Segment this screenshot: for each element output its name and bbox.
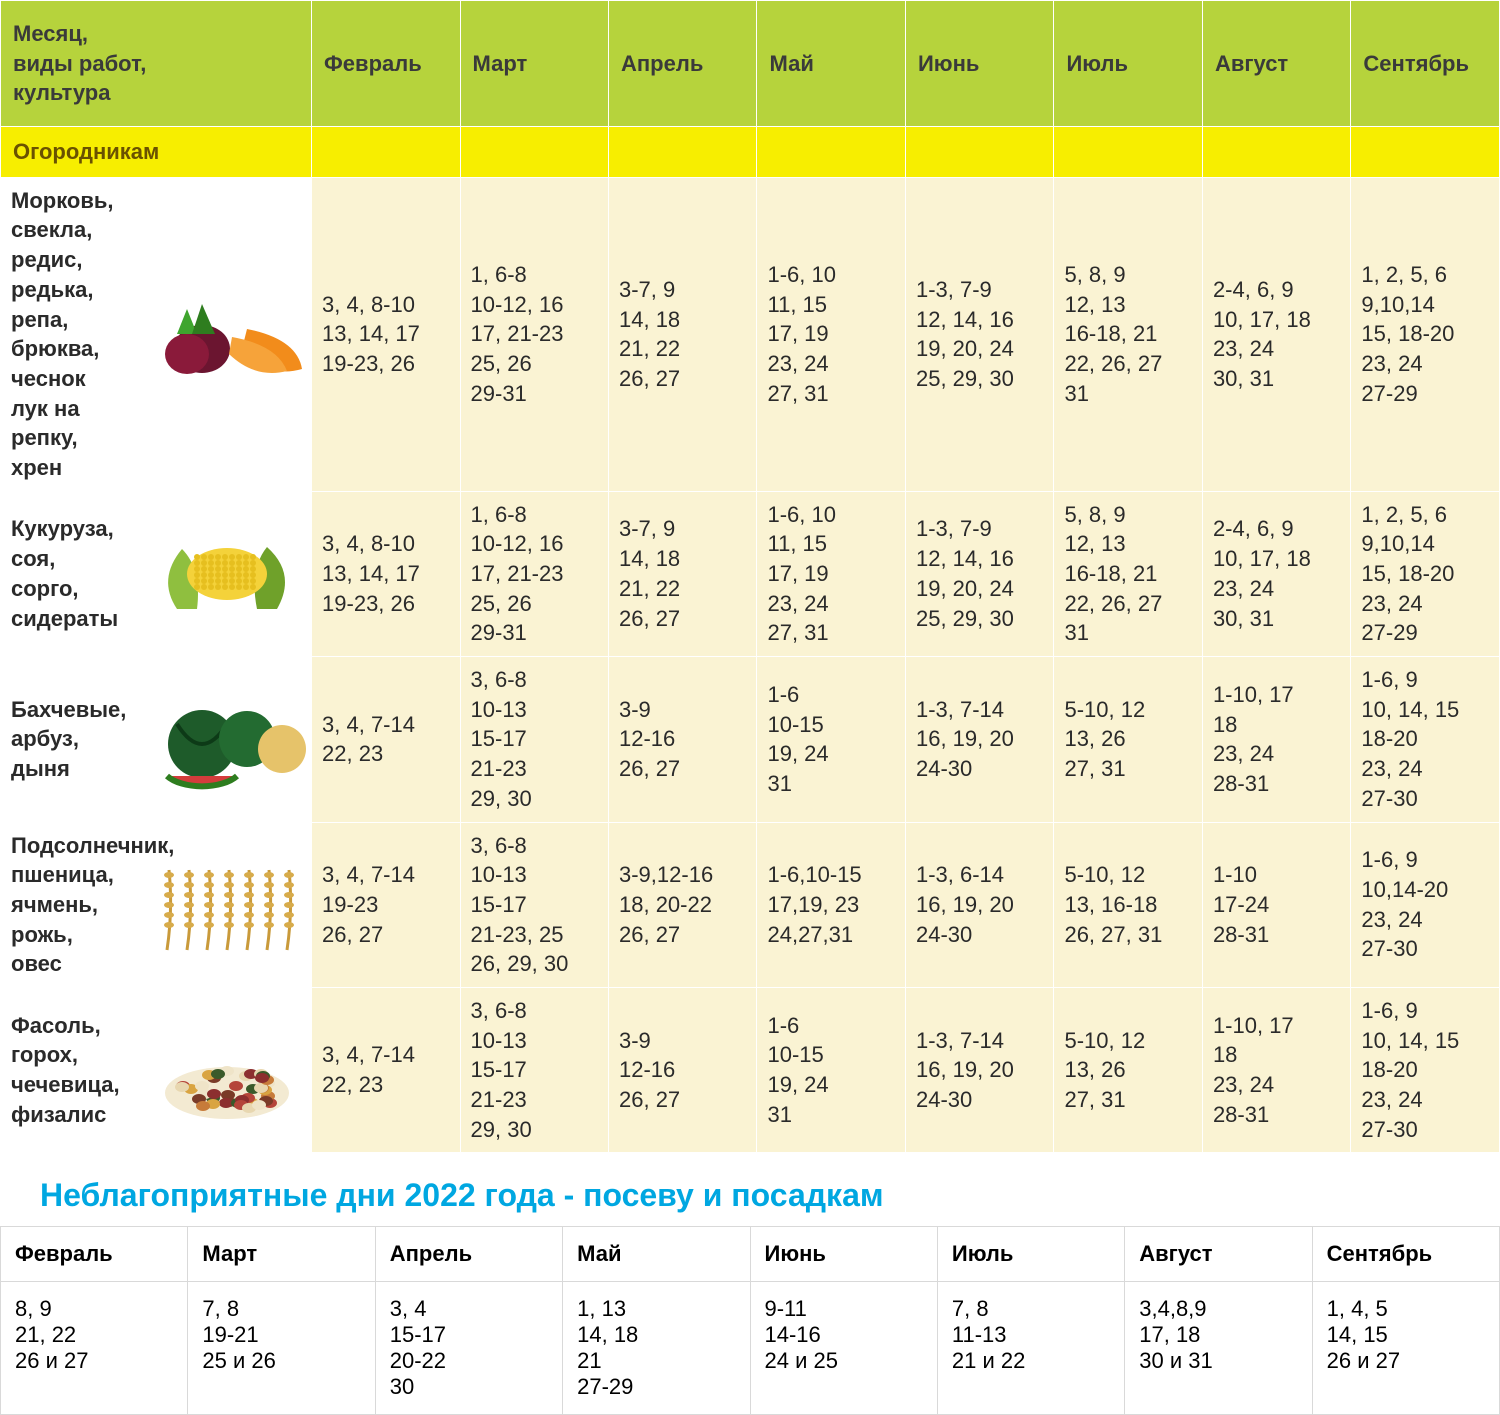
date-cell: 1-3, 7-9 12, 14, 16 19, 20, 24 25, 29, 3… [905, 491, 1053, 656]
table-row: Подсолнечник, пшеница, ячмень, рожь, ове… [1, 822, 1500, 987]
date-cell: 5-10, 12 13, 16-18 26, 27, 31 [1054, 822, 1202, 987]
date-cell: 2-4, 6, 9 10, 17, 18 23, 24 30, 31 [1202, 177, 1350, 491]
date-cell: 1-6, 10 11, 15 17, 19 23, 24 27, 31 [757, 177, 905, 491]
table-row: Кукуруза, соя, сорго, сидераты 3, 4, 8-10… [1, 491, 1500, 656]
crop-label-cell: Фасоль, горох, чечевица, физалис [1, 987, 312, 1152]
table-row: Бахчевые, арбуз, дыня 3, 4, 7-14 22, 233,… [1, 657, 1500, 822]
date-cell: 3-9 12-16 26, 27 [609, 657, 757, 822]
date-cell: 3, 4, 7-14 22, 23 [312, 657, 460, 822]
crop-name: Подсолнечник, пшеница, ячмень, рожь, ове… [11, 831, 83, 979]
unfavorable-date-cell: 9-11 14-16 24 и 25 [750, 1282, 937, 1415]
melons-icon [147, 684, 307, 794]
header-month: Июль [1054, 1, 1202, 127]
unfavorable-month-header: Март [188, 1227, 375, 1282]
date-cell: 1-6 10-15 19, 24 31 [757, 657, 905, 822]
header-month: Май [757, 1, 905, 127]
date-cell: 3-7, 9 14, 18 21, 22 26, 27 [609, 491, 757, 656]
unfavorable-header-row: ФевральМартАпрельМайИюньИюльАвгустСентяб… [1, 1227, 1500, 1282]
unfavorable-month-header: Сентябрь [1312, 1227, 1499, 1282]
unfavorable-date-cell: 7, 8 11-13 21 и 22 [937, 1282, 1124, 1415]
date-cell: 3, 4, 8-10 13, 14, 17 19-23, 26 [312, 177, 460, 491]
date-cell: 1-10, 17 18 23, 24 28-31 [1202, 987, 1350, 1152]
date-cell: 1-6, 9 10, 14, 15 18-20 23, 24 27-30 [1351, 987, 1500, 1152]
date-cell: 5-10, 12 13, 26 27, 31 [1054, 987, 1202, 1152]
header-first-col: Месяц, виды работ, культура [1, 1, 312, 127]
date-cell: 1, 2, 5, 6 9,10,14 15, 18-20 23, 24 27-2… [1351, 491, 1500, 656]
crop-name: Кукуруза, соя, сорго, сидераты [11, 514, 83, 633]
unfavorable-date-cell: 3,4,8,9 17, 18 30 и 31 [1125, 1282, 1312, 1415]
date-cell: 3, 4, 7-14 22, 23 [312, 987, 460, 1152]
unfavorable-days-table: ФевральМартАпрельМайИюньИюльАвгустСентяб… [0, 1226, 1500, 1415]
crop-name: Фасоль, горох, чечевица, физалис [11, 1011, 83, 1130]
table-row: Фасоль, горох, чечевица, физалис 3, 4, 7-… [1, 987, 1500, 1152]
unfavorable-date-cell: 1, 4, 5 14, 15 26 и 27 [1312, 1282, 1499, 1415]
section-label: Огородникам [1, 127, 312, 178]
header-month: Апрель [609, 1, 757, 127]
unfavorable-title: Неблагоприятные дни 2022 года - посеву и… [40, 1177, 1500, 1214]
date-cell: 3, 6-8 10-13 15-17 21-23, 25 26, 29, 30 [460, 822, 608, 987]
crop-label-cell: Кукуруза, соя, сорго, сидераты [1, 491, 312, 656]
unfavorable-date-cell: 1, 13 14, 18 21 27-29 [563, 1282, 750, 1415]
root-vegetables-icon [147, 279, 307, 389]
wheat-icon [147, 850, 307, 960]
corn-icon [147, 519, 307, 629]
crop-label-cell: Бахчевые, арбуз, дыня [1, 657, 312, 822]
date-cell: 1, 6-8 10-12, 16 17, 21-23 25, 26 29-31 [460, 491, 608, 656]
unfavorable-month-header: Февраль [1, 1227, 188, 1282]
header-month: Сентябрь [1351, 1, 1500, 127]
unfavorable-date-cell: 8, 9 21, 22 26 и 27 [1, 1282, 188, 1415]
date-cell: 3, 6-8 10-13 15-17 21-23 29, 30 [460, 657, 608, 822]
date-cell: 1, 6-8 10-12, 16 17, 21-23 25, 26 29-31 [460, 177, 608, 491]
beans-icon [147, 1015, 307, 1125]
date-cell: 1-3, 6-14 16, 19, 20 24-30 [905, 822, 1053, 987]
date-cell: 3, 4, 8-10 13, 14, 17 19-23, 26 [312, 491, 460, 656]
header-month: Август [1202, 1, 1350, 127]
date-cell: 1-6, 9 10,14-20 23, 24 27-30 [1351, 822, 1500, 987]
header-month: Февраль [312, 1, 460, 127]
date-cell: 1-6, 10 11, 15 17, 19 23, 24 27, 31 [757, 491, 905, 656]
date-cell: 1-6,10-15 17,19, 23 24,27,31 [757, 822, 905, 987]
date-cell: 3-7, 9 14, 18 21, 22 26, 27 [609, 177, 757, 491]
date-cell: 1-10, 17 18 23, 24 28-31 [1202, 657, 1350, 822]
header-month: Март [460, 1, 608, 127]
date-cell: 2-4, 6, 9 10, 17, 18 23, 24 30, 31 [1202, 491, 1350, 656]
date-cell: 1-3, 7-14 16, 19, 20 24-30 [905, 987, 1053, 1152]
date-cell: 5, 8, 9 12, 13 16-18, 21 22, 26, 27 31 [1054, 491, 1202, 656]
date-cell: 1, 2, 5, 6 9,10,14 15, 18-20 23, 24 27-2… [1351, 177, 1500, 491]
date-cell: 3-9,12-16 18, 20-22 26, 27 [609, 822, 757, 987]
table-header: Месяц, виды работ, культура Февраль Март… [1, 1, 1500, 127]
date-cell: 1-6 10-15 19, 24 31 [757, 987, 905, 1152]
unfavorable-month-header: Май [563, 1227, 750, 1282]
unfavorable-date-cell: 7, 8 19-21 25 и 26 [188, 1282, 375, 1415]
date-cell: 5-10, 12 13, 26 27, 31 [1054, 657, 1202, 822]
crop-name: Бахчевые, арбуз, дыня [11, 695, 83, 784]
date-cell: 1-3, 7-9 12, 14, 16 19, 20, 24 25, 29, 3… [905, 177, 1053, 491]
date-cell: 3-9 12-16 26, 27 [609, 987, 757, 1152]
date-cell: 3, 4, 7-14 19-23 26, 27 [312, 822, 460, 987]
date-cell: 1-6, 9 10, 14, 15 18-20 23, 24 27-30 [1351, 657, 1500, 822]
crop-label-cell: Подсолнечник, пшеница, ячмень, рожь, ове… [1, 822, 312, 987]
table-row: Морковь, свекла, редис, редька, репа, бр… [1, 177, 1500, 491]
unfavorable-month-header: Июнь [750, 1227, 937, 1282]
date-cell: 1-10 17-24 28-31 [1202, 822, 1350, 987]
date-cell: 3, 6-8 10-13 15-17 21-23 29, 30 [460, 987, 608, 1152]
crop-label-cell: Морковь, свекла, редис, редька, репа, бр… [1, 177, 312, 491]
unfavorable-month-header: Август [1125, 1227, 1312, 1282]
date-cell: 1-3, 7-14 16, 19, 20 24-30 [905, 657, 1053, 822]
unfavorable-month-header: Июль [937, 1227, 1124, 1282]
unfavorable-month-header: Апрель [375, 1227, 562, 1282]
unfavorable-data-row: 8, 9 21, 22 26 и 277, 8 19-21 25 и 263, … [1, 1282, 1500, 1415]
section-row: Огородникам [1, 127, 1500, 178]
header-month: Июнь [905, 1, 1053, 127]
unfavorable-date-cell: 3, 4 15-17 20-22 30 [375, 1282, 562, 1415]
planting-calendar-table: Месяц, виды работ, культура Февраль Март… [0, 0, 1500, 1153]
crop-name: Морковь, свекла, редис, редька, репа, бр… [11, 186, 83, 483]
date-cell: 5, 8, 9 12, 13 16-18, 21 22, 26, 27 31 [1054, 177, 1202, 491]
